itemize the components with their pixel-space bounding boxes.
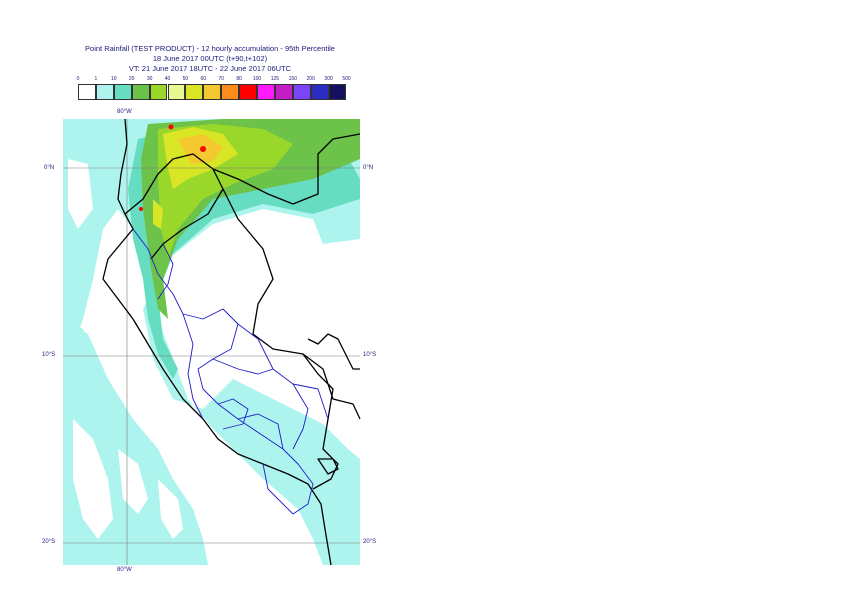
legend-swatch	[131, 84, 150, 100]
legend-tick-label: 500	[342, 76, 351, 82]
rain-red	[139, 124, 206, 211]
legend-swatch	[78, 84, 96, 100]
legend-tick-label: 150	[288, 76, 297, 82]
rainfall-map	[63, 119, 361, 566]
legend-swatch	[310, 84, 329, 100]
legend-tick-label: 1	[94, 76, 98, 82]
legend-swatch	[257, 84, 275, 100]
legend-swatch	[274, 84, 293, 100]
region-borders	[132, 228, 329, 515]
country-borders	[102, 119, 361, 566]
legend-tick-label: 125	[270, 76, 280, 82]
legend-swatch	[167, 84, 186, 100]
lat-label-right-0: 0°N	[363, 165, 374, 171]
legend-tick-label: 40	[164, 76, 171, 82]
legend-tick-label: 200	[306, 76, 315, 82]
valid-time: VT: 21 June 2017 18UTC - 22 June 2017 06…	[128, 64, 292, 73]
legend-tick-label: 30	[146, 76, 153, 82]
legend-tick-label: 10	[111, 76, 117, 82]
legend-tick-label: 50	[182, 76, 189, 82]
legend-tick-label: 0	[76, 76, 80, 82]
lat-label-left-20: 20°S	[42, 539, 56, 545]
lon-label-top: 80°W	[117, 109, 132, 115]
legend-tick-label: 300	[324, 76, 333, 82]
legend-swatch	[239, 84, 257, 100]
legend-swatch	[149, 84, 168, 100]
legend-swatch	[328, 84, 347, 100]
legend-tick-label: 20	[128, 76, 135, 82]
legend-swatch	[203, 84, 222, 100]
legend-swatch	[292, 84, 311, 100]
lat-label-left-10: 10°S	[42, 352, 56, 358]
legend-tick-label: 60	[200, 76, 207, 82]
lat-label-left-0: 0°N	[44, 165, 55, 171]
legend-tick-label: 80	[236, 76, 242, 82]
legend-tick-label: 100	[252, 76, 262, 82]
legend-swatch	[221, 84, 240, 100]
legend-swatch	[185, 84, 204, 100]
chart-title: Point Rainfall (TEST PRODUCT) - 12 hourl…	[85, 44, 335, 53]
lat-label-right-10: 10°S	[363, 352, 377, 358]
lon-label-bottom: 80°W	[117, 567, 132, 573]
legend-swatch	[113, 84, 132, 100]
legend-tick-label: 70	[218, 76, 224, 82]
run-time: 18 June 2017 00UTC (t+90,t+102)	[152, 54, 268, 63]
legend-swatch	[95, 84, 114, 100]
lat-label-right-20: 20°S	[363, 539, 377, 545]
